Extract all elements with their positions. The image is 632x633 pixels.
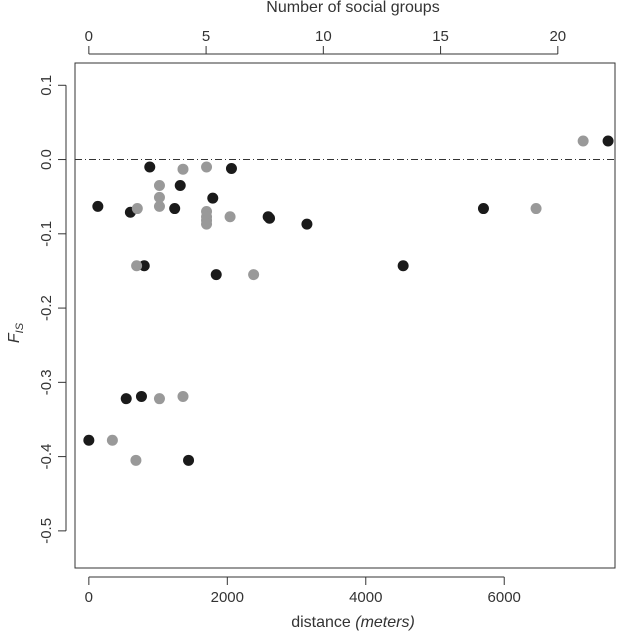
data-point: [138, 260, 150, 272]
data-point: [183, 454, 195, 466]
x-tick-label: 6000: [488, 589, 521, 606]
data-point: [153, 180, 165, 192]
data-point: [477, 203, 489, 215]
data-point: [106, 434, 118, 446]
data-point: [201, 218, 213, 230]
data-point: [169, 203, 181, 215]
x-axis-title: distance (meters): [291, 614, 415, 631]
data-point: [144, 161, 156, 173]
data-point: [201, 161, 213, 173]
top-tick-label: 0: [85, 28, 93, 45]
data-point: [131, 260, 143, 272]
y-tick-label: -0.5: [38, 518, 55, 544]
data-point: [207, 192, 219, 204]
data-point: [397, 260, 409, 272]
data-point: [264, 212, 276, 224]
data-point: [135, 390, 147, 402]
data-point: [224, 211, 236, 223]
y-axis-title-main: F: [6, 332, 23, 343]
data-point: [602, 135, 614, 147]
y-tick-label: -0.2: [38, 295, 55, 321]
top-tick-label: 5: [202, 28, 210, 45]
y-tick-label: -0.4: [38, 444, 55, 470]
top-tick-label: 10: [315, 28, 332, 45]
x-tick-label: 2000: [211, 589, 244, 606]
y-axis-title: FIS: [6, 322, 26, 343]
data-point: [177, 163, 189, 175]
x-tick-label: 4000: [349, 589, 382, 606]
x-axis-title-main: distance: [291, 614, 351, 631]
x-axis-title-unit: (meters): [355, 614, 415, 631]
data-point: [130, 454, 142, 466]
data-point: [248, 269, 260, 281]
x-axis: 0 2000 4000 6000: [85, 576, 521, 606]
y-tick-label: -0.1: [38, 221, 55, 247]
data-point: [153, 191, 165, 203]
plot-frame: [74, 62, 616, 569]
y-axis: 0.1 0.0 -0.1 -0.2 -0.3 -0.4 -0.5: [38, 75, 67, 544]
data-point: [530, 203, 542, 215]
y-tick-label: 0.0: [38, 149, 55, 170]
y-tick-label: 0.1: [38, 75, 55, 96]
data-point: [225, 162, 237, 174]
x-tick-label: 0: [85, 589, 93, 606]
data-point: [153, 393, 165, 405]
data-point: [153, 200, 165, 212]
top-axis: 0 5 10 15 20: [85, 28, 566, 55]
data-point: [174, 180, 186, 192]
data-point: [210, 269, 222, 281]
y-tick-label: -0.3: [38, 369, 55, 395]
data-point: [131, 203, 143, 215]
top-axis-title: Number of social groups: [266, 0, 439, 16]
data-point: [577, 135, 589, 147]
data-point: [92, 200, 104, 212]
data-point: [83, 434, 95, 446]
y-axis-title-subscript: IS: [14, 322, 26, 333]
top-tick-label: 20: [549, 28, 566, 45]
top-tick-label: 15: [432, 28, 449, 45]
data-points: [83, 135, 614, 466]
data-point: [301, 218, 313, 230]
data-point: [177, 390, 189, 402]
data-point: [120, 393, 132, 405]
